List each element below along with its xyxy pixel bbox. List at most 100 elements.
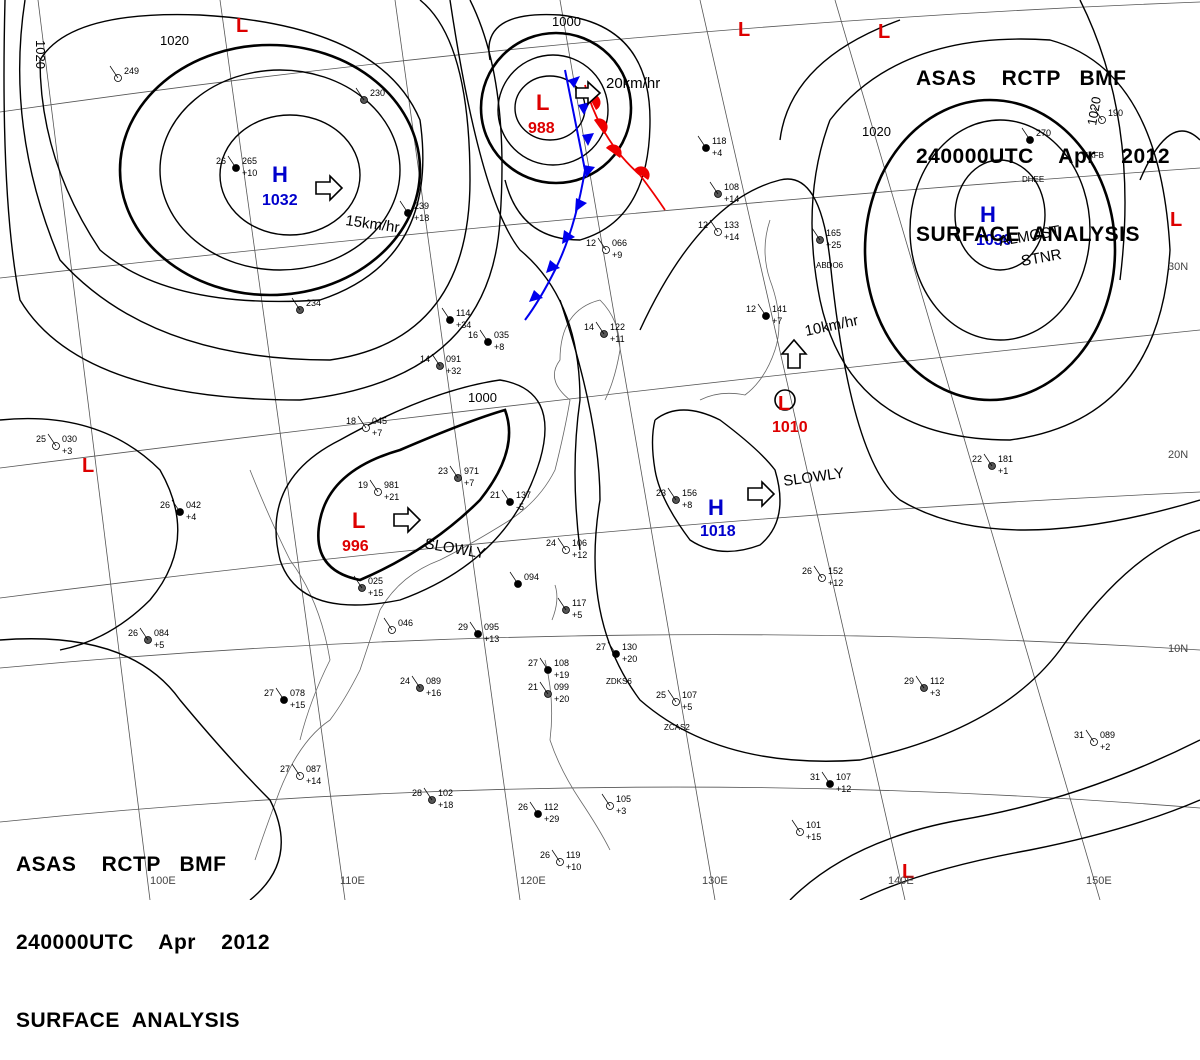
footer-line-3: SURFACE ANALYSIS (16, 1009, 240, 1032)
wind-barb (915, 675, 925, 689)
motion-arrow (315, 174, 344, 202)
station-tendency: +10 (566, 862, 581, 872)
station-pressure: 114 (456, 308, 470, 318)
low-letter: L (82, 455, 94, 477)
station-plot: 24 089 +16 (400, 675, 441, 698)
wind-barb (383, 617, 393, 631)
station-tendency: +14 (724, 194, 739, 204)
station-plot: 19 981 +21 (358, 479, 399, 502)
station-pressure: 066 (612, 238, 627, 248)
station-temperature: 31 (810, 772, 820, 782)
latitude-label: 20N (1168, 449, 1188, 461)
station-temperature: 26 (216, 156, 226, 166)
station-plot: 23 971 +7 (438, 465, 479, 488)
motion-label: STNR (1020, 246, 1063, 270)
motion-label: 20km/hr (606, 75, 660, 92)
isobar (159, 69, 401, 271)
low-letter: L (738, 19, 750, 41)
station-tendency: +5 (154, 640, 164, 650)
isobar-label: 1020 (33, 40, 48, 69)
longitude-label: 130E (702, 875, 728, 887)
high-value: 1030 (976, 232, 1012, 249)
station-temperature: 24 (546, 538, 556, 548)
station-tendency: +11 (610, 334, 625, 344)
station-plot: 27 078 +15 (264, 687, 305, 710)
footer-line-2: 240000UTC Apr 2012 (16, 931, 271, 954)
wind-barb (595, 321, 605, 335)
isobar (39, 13, 424, 303)
station-tendency: +19 (554, 670, 569, 680)
low-letter: L (352, 508, 365, 533)
high-value: 1032 (262, 192, 298, 209)
graticule (0, 0, 1200, 900)
latitude-label: 30N (1168, 261, 1188, 273)
wind-barb (529, 801, 539, 815)
grid-labels: 100E 110E 120E 130E 140E 150E 30N 20N 10… (150, 261, 1188, 887)
low-letter: L (236, 15, 248, 37)
station-temperature: 27 (264, 688, 274, 698)
station-pressure: 030 (62, 434, 77, 444)
motion-arrow (575, 80, 602, 106)
isobar (1139, 130, 1200, 181)
wind-barb (667, 487, 677, 501)
station-pressure: 234 (306, 298, 321, 308)
cold-front-triangle (583, 165, 595, 178)
station-pressure: 105 (616, 794, 631, 804)
station-plot: 24 106 +12 (546, 537, 587, 560)
station-plot: 27 087 +14 (280, 763, 321, 786)
station-plot: 046 (383, 617, 413, 634)
high-value: 1018 (700, 523, 736, 540)
station-plot: 270 (1021, 127, 1051, 144)
station-plot: 27 108 +19 (528, 657, 569, 680)
station-plot: 114+34 (441, 307, 471, 330)
station-plot: 26 084 +5 (128, 627, 169, 650)
station-tendency: +7 (772, 316, 782, 326)
station-tendency: +8 (494, 342, 504, 352)
wind-barb (557, 597, 567, 611)
station-pressure: 045 (372, 416, 387, 426)
station-pressure: 265 (242, 156, 257, 166)
station-plot: 29 112 +3 (904, 675, 944, 698)
isobar (449, 0, 581, 551)
station-plot: 22 181 +1 (972, 453, 1013, 476)
parallel-line (0, 491, 1200, 599)
isobar-label: 1000 (552, 14, 581, 29)
station-pressure: 107 (682, 690, 697, 700)
station-tendency: +21 (384, 492, 399, 502)
cold-front-triangle (582, 133, 594, 146)
station-temperature: 24 (400, 676, 410, 686)
isobar (0, 417, 179, 651)
latitude-label: 10N (1168, 643, 1188, 655)
low-value: 1010 (772, 419, 808, 436)
station-tendency: +7 (464, 478, 474, 488)
isobar (774, 389, 796, 411)
station-temperature: 26 (540, 850, 550, 860)
wind-barb (47, 433, 57, 447)
station-temperature: 12 (698, 220, 708, 230)
station-tendency: +20 (554, 694, 569, 704)
cold-front-triangle (546, 260, 560, 273)
meridian-line (37, 0, 151, 900)
isobar (3, 0, 503, 401)
station-temperature: 26 (518, 802, 528, 812)
wind-barb (607, 641, 617, 655)
isobar (811, 38, 1171, 441)
station-pressure: 094 (524, 572, 539, 582)
station-id: 4XFB (1084, 151, 1104, 160)
station-pressure: 181 (998, 454, 1013, 464)
station-plot: 12 066 +9 (586, 237, 627, 260)
parallel-line (0, 786, 1200, 823)
meridian-line (559, 0, 716, 900)
isobar (1079, 0, 1126, 281)
isobar (219, 114, 361, 236)
station-pressure: 190 (1108, 108, 1123, 118)
station-pressure: 165 (826, 228, 841, 238)
wind-barb (369, 479, 379, 493)
station-plot: 239+18 (399, 200, 429, 223)
low-letter: L (902, 861, 914, 883)
parallel-line (0, 634, 1200, 669)
station-pressure: 042 (186, 500, 201, 510)
high-letter: H (272, 162, 288, 187)
map-footer: ASAS RCTP BMF 240000UTC Apr 2012 SURFACE… (16, 800, 270, 1060)
cold-front-triangle (578, 102, 590, 115)
